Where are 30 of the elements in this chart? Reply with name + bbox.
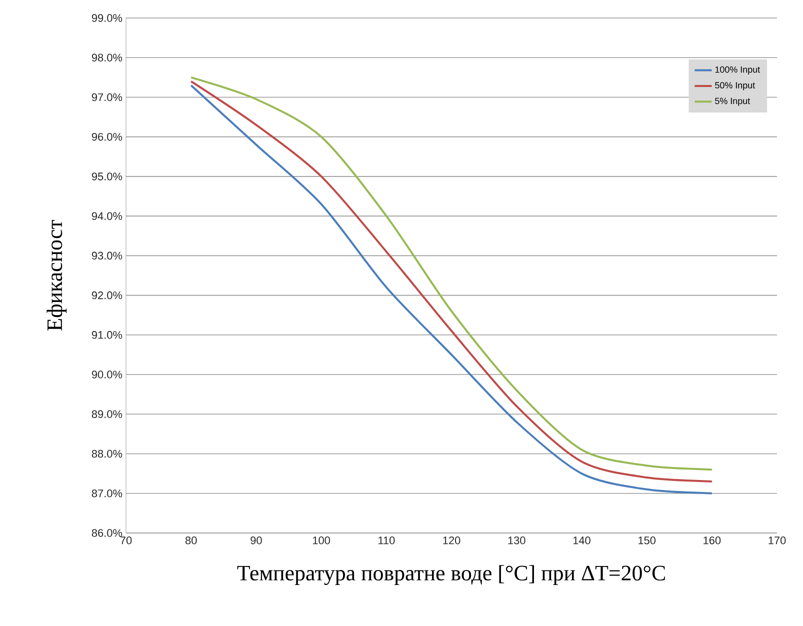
legend-label: 5% Input (715, 98, 750, 106)
y-tick-label: 87.0% (92, 490, 122, 498)
x-tick-label: 110 (378, 536, 395, 544)
x-tick-label: 70 (120, 536, 132, 544)
y-tick-label: 86.0% (92, 529, 122, 537)
y-tick-label: 97.0% (92, 93, 122, 102)
y-tick-label: 92.0% (92, 291, 122, 300)
y-tick-label: 94.0% (92, 212, 122, 220)
legend-label: 50% Input (715, 82, 755, 90)
y-tick-label: 91.0% (92, 331, 122, 339)
y-tick-label: 90.0% (92, 370, 122, 378)
x-tick-label: 120 (443, 536, 460, 544)
y-tick-label: 95.0% (92, 172, 122, 180)
x-tick-label: 170 (768, 536, 786, 544)
legend-label: 100% Input (715, 66, 760, 74)
x-axis-title: Температура повратне воде [°C] при ΔT=20°C (237, 565, 665, 586)
x-tick-label: 100 (312, 536, 330, 544)
x-tick-label: 80 (185, 536, 197, 544)
x-tick-label: 150 (638, 536, 656, 544)
y-tick-label: 96.0% (92, 132, 122, 141)
x-tick-label: 90 (250, 536, 262, 544)
x-tick-label: 140 (573, 536, 590, 544)
y-tick-label: 98.0% (92, 54, 122, 62)
x-tick-label: 160 (704, 536, 721, 544)
y-tick-label: 93.0% (92, 252, 122, 260)
y-axis-title: Ефикасност (46, 220, 67, 331)
y-tick-label: 89.0% (92, 410, 122, 418)
y-tick-label: 88.0% (92, 450, 122, 458)
x-tick-label: 130 (508, 536, 526, 544)
y-tick-label: 99.0% (92, 14, 122, 22)
